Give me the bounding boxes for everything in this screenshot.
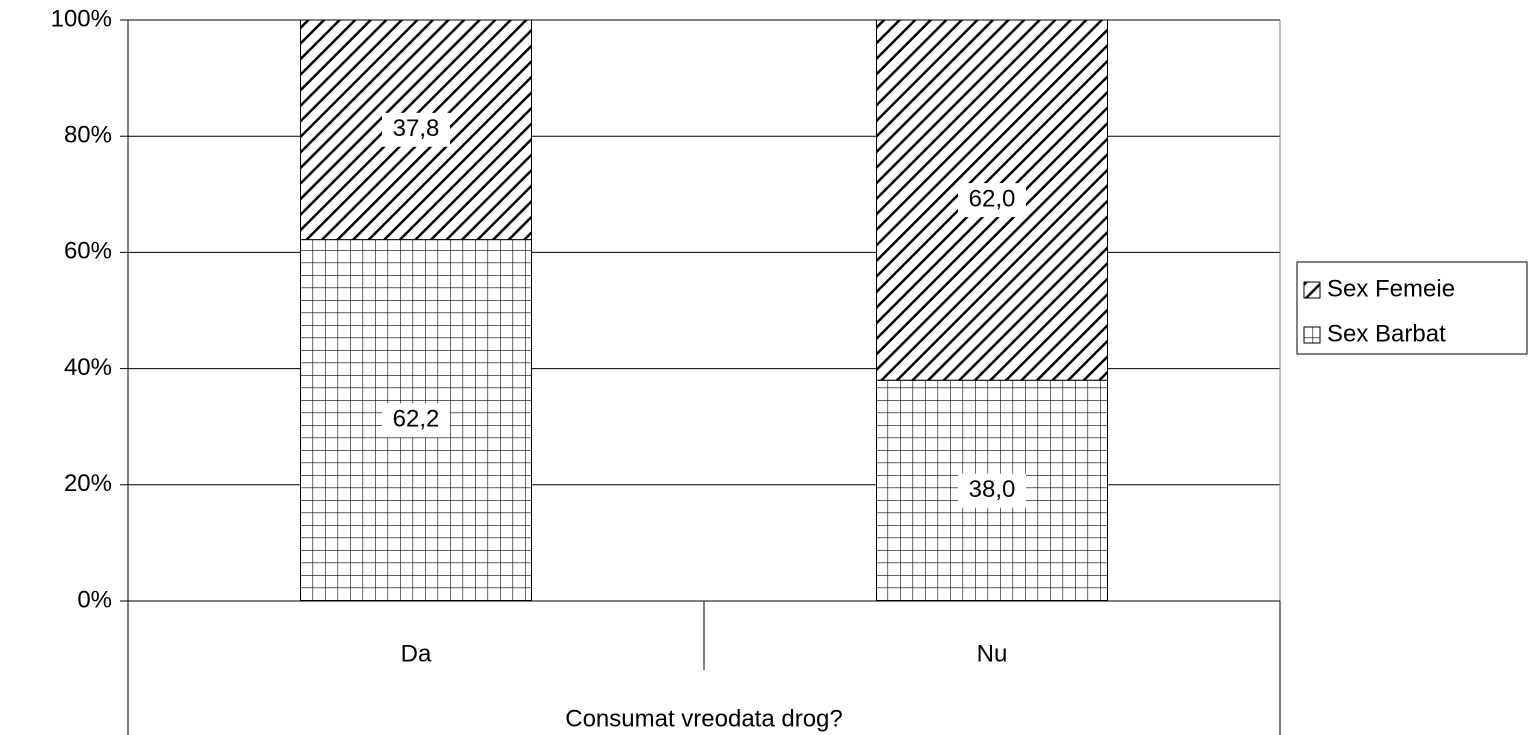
- legend-swatch: [1303, 281, 1321, 299]
- legend-swatch: [1303, 326, 1321, 344]
- x-axis-title: Consumat vreodata drog?: [565, 705, 843, 732]
- y-tick-label: 40%: [64, 354, 112, 381]
- value-label: 37,8: [393, 115, 440, 142]
- bar-layer: 62,2 37,8 38,0 62,0: [300, 19, 1108, 602]
- value-label-bg: [958, 183, 1026, 218]
- value-label: 38,0: [969, 476, 1016, 503]
- y-tick-label: 0%: [77, 586, 112, 613]
- value-label-bg: [382, 403, 450, 438]
- legend-label: Sex Barbat: [1327, 320, 1446, 347]
- legend-box: [1296, 261, 1528, 355]
- value-label-bg: [958, 473, 1026, 508]
- y-tick-label: 20%: [64, 470, 112, 497]
- y-tick-label: 100%: [51, 5, 112, 32]
- value-label: 62,0: [969, 185, 1016, 212]
- value-label: 62,2: [393, 406, 440, 433]
- legend-label: Sex Femeie: [1327, 275, 1455, 302]
- x-tick-label: Nu: [977, 640, 1008, 667]
- y-tick-label: 80%: [64, 122, 112, 149]
- x-tick-label: Da: [401, 640, 432, 667]
- y-tick-label: 60%: [64, 238, 112, 265]
- value-label-bg: [382, 112, 450, 147]
